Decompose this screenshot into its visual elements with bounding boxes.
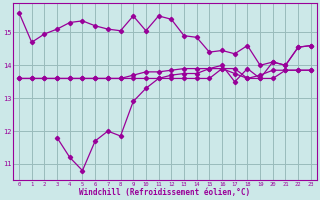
X-axis label: Windchill (Refroidissement éolien,°C): Windchill (Refroidissement éolien,°C) [79,188,251,197]
